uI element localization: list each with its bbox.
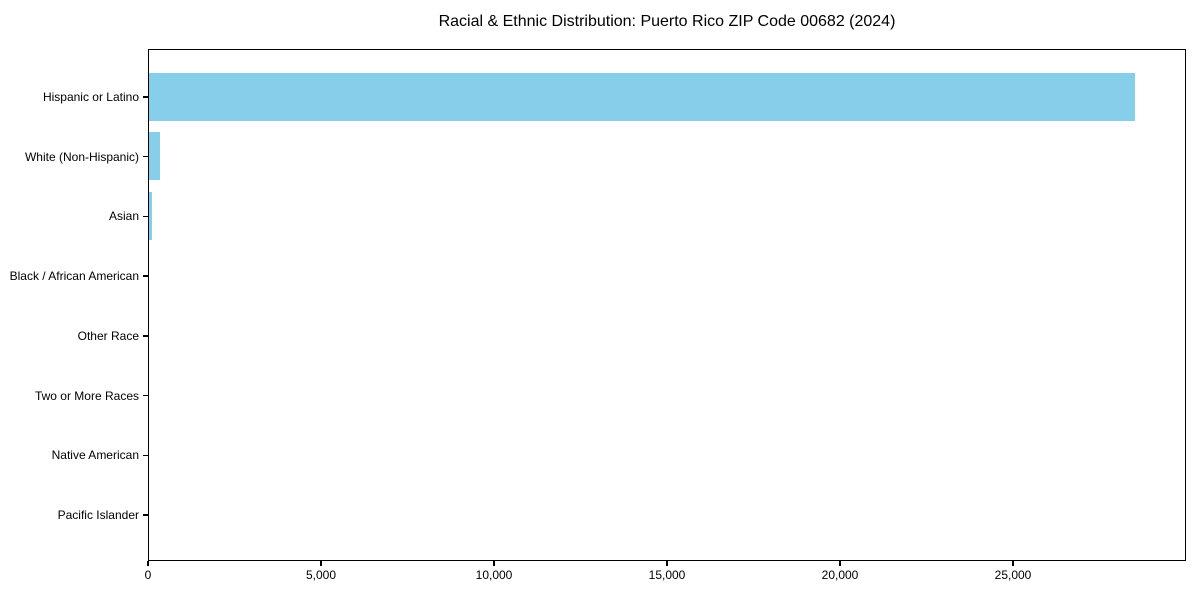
x-tick-label: 0 bbox=[144, 568, 152, 582]
y-tick-mark bbox=[143, 275, 148, 277]
y-tick-label: White (Non-Hispanic) bbox=[24, 149, 139, 164]
x-tick-label: 10,000 bbox=[475, 568, 513, 582]
x-tick-mark bbox=[320, 561, 322, 566]
y-tick-label: Asian bbox=[108, 209, 139, 224]
y-tick-label: Other Race bbox=[77, 328, 139, 343]
y-tick-mark bbox=[143, 335, 148, 337]
x-tick-label: 25,000 bbox=[994, 568, 1032, 582]
y-tick-label: Two or More Races bbox=[34, 388, 139, 403]
y-tick-label: Native American bbox=[51, 448, 139, 463]
x-tick-mark bbox=[666, 561, 668, 566]
x-tick-mark bbox=[493, 561, 495, 566]
x-tick-mark bbox=[839, 561, 841, 566]
y-tick-label: Black / African American bbox=[9, 269, 139, 284]
y-tick-label: Pacific Islander bbox=[57, 507, 139, 522]
y-tick-mark bbox=[143, 215, 148, 218]
y-tick-mark bbox=[143, 96, 148, 98]
x-tick-label: 15,000 bbox=[648, 568, 686, 582]
x-tick-mark bbox=[1012, 561, 1014, 566]
y-tick-mark bbox=[143, 394, 148, 397]
x-tick-label: 5,000 bbox=[305, 568, 337, 582]
x-tick-label: 20,000 bbox=[821, 568, 859, 582]
bar bbox=[149, 72, 1136, 121]
x-tick-mark bbox=[147, 561, 149, 566]
y-tick-mark bbox=[143, 155, 148, 158]
y-tick-mark bbox=[143, 514, 148, 516]
bar bbox=[149, 191, 153, 240]
bar bbox=[149, 132, 161, 181]
plot-area bbox=[148, 49, 1186, 561]
y-tick-label: Hispanic or Latino bbox=[42, 90, 139, 104]
y-tick-mark bbox=[143, 454, 148, 456]
chart-title: Racial & Ethnic Distribution: Puerto Ric… bbox=[438, 13, 896, 30]
